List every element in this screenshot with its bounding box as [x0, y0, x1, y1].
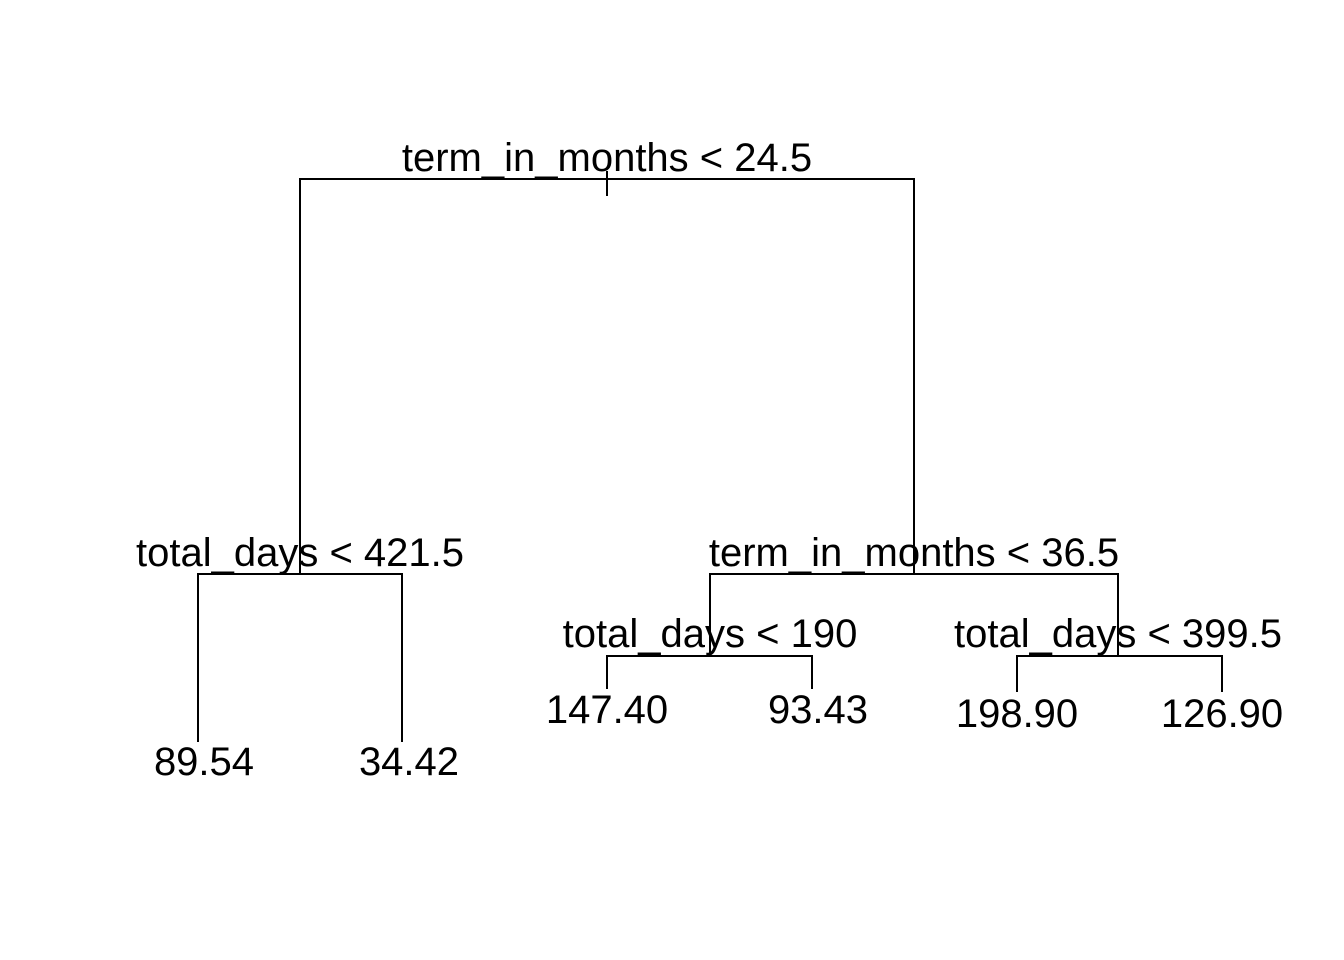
root-split-label: term_in_months < 24.5 [402, 136, 812, 180]
leaf-value: 126.90 [1161, 692, 1283, 736]
leaf-value: 89.54 [154, 740, 254, 784]
root-split-bracket [299, 178, 915, 573]
right-left-split-bracket [606, 655, 813, 689]
leaf-value: 198.90 [956, 692, 1078, 736]
right-left-split-label: total_days < 190 [563, 612, 858, 656]
right-split-bracket [709, 573, 1119, 656]
split-labels: term_in_months < 24.5 total_days < 421.5… [136, 136, 1282, 656]
left-split-label: total_days < 421.5 [136, 531, 464, 575]
leaf-value: 93.43 [768, 688, 868, 732]
right-right-split-label: total_days < 399.5 [954, 612, 1282, 656]
leaf-values: 89.54 34.42 147.40 93.43 198.90 126.90 [154, 688, 1283, 784]
tree-edges [197, 171, 1223, 742]
leaf-value: 147.40 [546, 688, 668, 732]
left-split-bracket [197, 573, 403, 742]
right-split-label: term_in_months < 36.5 [709, 531, 1119, 575]
right-right-split-bracket [1016, 655, 1223, 692]
leaf-value: 34.42 [359, 740, 459, 784]
